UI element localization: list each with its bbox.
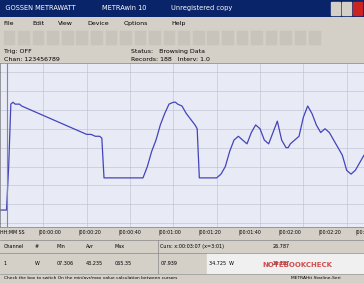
Text: Unregistered copy: Unregistered copy xyxy=(171,5,232,11)
Bar xyxy=(62,31,74,45)
Text: Curs: x:00:03:07 (x=3:01): Curs: x:00:03:07 (x=3:01) xyxy=(160,244,224,249)
Text: #: # xyxy=(35,244,39,249)
Text: |00:00:20: |00:00:20 xyxy=(78,229,101,235)
Text: |00:02:40: |00:02:40 xyxy=(355,229,364,235)
Text: Trig: OFF: Trig: OFF xyxy=(4,49,31,54)
Bar xyxy=(342,2,351,15)
Text: Check the box to switch On the min/avr/max value calculation between cursors: Check the box to switch On the min/avr/m… xyxy=(4,276,177,280)
Text: |00:01:20: |00:01:20 xyxy=(198,229,221,235)
Text: 07.939: 07.939 xyxy=(160,261,177,266)
Bar xyxy=(309,31,321,45)
Bar xyxy=(120,31,132,45)
Bar xyxy=(135,31,146,45)
Bar xyxy=(76,31,88,45)
Text: |00:01:00: |00:01:00 xyxy=(158,229,181,235)
Text: Edit: Edit xyxy=(33,21,45,26)
Text: |00:00:40: |00:00:40 xyxy=(118,229,141,235)
Bar xyxy=(178,31,190,45)
Bar xyxy=(4,31,15,45)
Text: Device: Device xyxy=(87,21,109,26)
Bar xyxy=(47,31,59,45)
Text: GOSSEN METRAWATT: GOSSEN METRAWATT xyxy=(4,5,75,11)
Text: 07.306: 07.306 xyxy=(56,261,74,266)
Text: W: W xyxy=(35,261,39,266)
Bar xyxy=(251,31,263,45)
Bar xyxy=(207,31,219,45)
Text: HH:MM SS: HH:MM SS xyxy=(0,230,25,235)
Bar xyxy=(295,31,306,45)
Bar xyxy=(266,31,277,45)
Bar xyxy=(193,31,205,45)
Text: 26.787: 26.787 xyxy=(273,261,290,266)
Text: File: File xyxy=(4,21,14,26)
Text: 26.787: 26.787 xyxy=(273,244,290,249)
Text: |00:02:00: |00:02:00 xyxy=(278,229,301,235)
Text: Avr: Avr xyxy=(86,244,94,249)
Text: |00:01:40: |00:01:40 xyxy=(238,229,261,235)
Text: Help: Help xyxy=(171,21,185,26)
Bar xyxy=(33,31,44,45)
Bar xyxy=(353,2,362,15)
Bar xyxy=(18,31,30,45)
Text: Min: Min xyxy=(56,244,65,249)
Bar xyxy=(149,31,161,45)
Bar xyxy=(237,31,248,45)
Text: View: View xyxy=(58,21,73,26)
Text: 34.725  W: 34.725 W xyxy=(209,261,234,266)
Text: |00:02:20: |00:02:20 xyxy=(318,229,341,235)
Text: METRAwin 10: METRAwin 10 xyxy=(102,5,146,11)
Text: 43.235: 43.235 xyxy=(86,261,103,266)
Bar xyxy=(164,31,175,45)
Text: Chan: 123456789: Chan: 123456789 xyxy=(4,57,60,61)
Bar xyxy=(106,31,117,45)
Text: NOTEBOOKCHECK: NOTEBOOKCHECK xyxy=(262,262,332,268)
Text: Records: 188   Interv: 1.0: Records: 188 Interv: 1.0 xyxy=(131,57,210,61)
Text: 065.35: 065.35 xyxy=(115,261,132,266)
Text: Max: Max xyxy=(115,244,125,249)
Text: |00:00:00: |00:00:00 xyxy=(38,229,61,235)
Bar xyxy=(331,2,340,15)
Text: Channel: Channel xyxy=(4,244,24,249)
Text: METRAHit Starline-Seri: METRAHit Starline-Seri xyxy=(291,276,341,280)
Text: 1: 1 xyxy=(4,261,7,266)
Text: Options: Options xyxy=(124,21,148,26)
Bar xyxy=(280,31,292,45)
Bar xyxy=(222,31,234,45)
Text: Status:   Browsing Data: Status: Browsing Data xyxy=(131,49,205,54)
Bar xyxy=(207,253,364,274)
Bar xyxy=(91,31,103,45)
